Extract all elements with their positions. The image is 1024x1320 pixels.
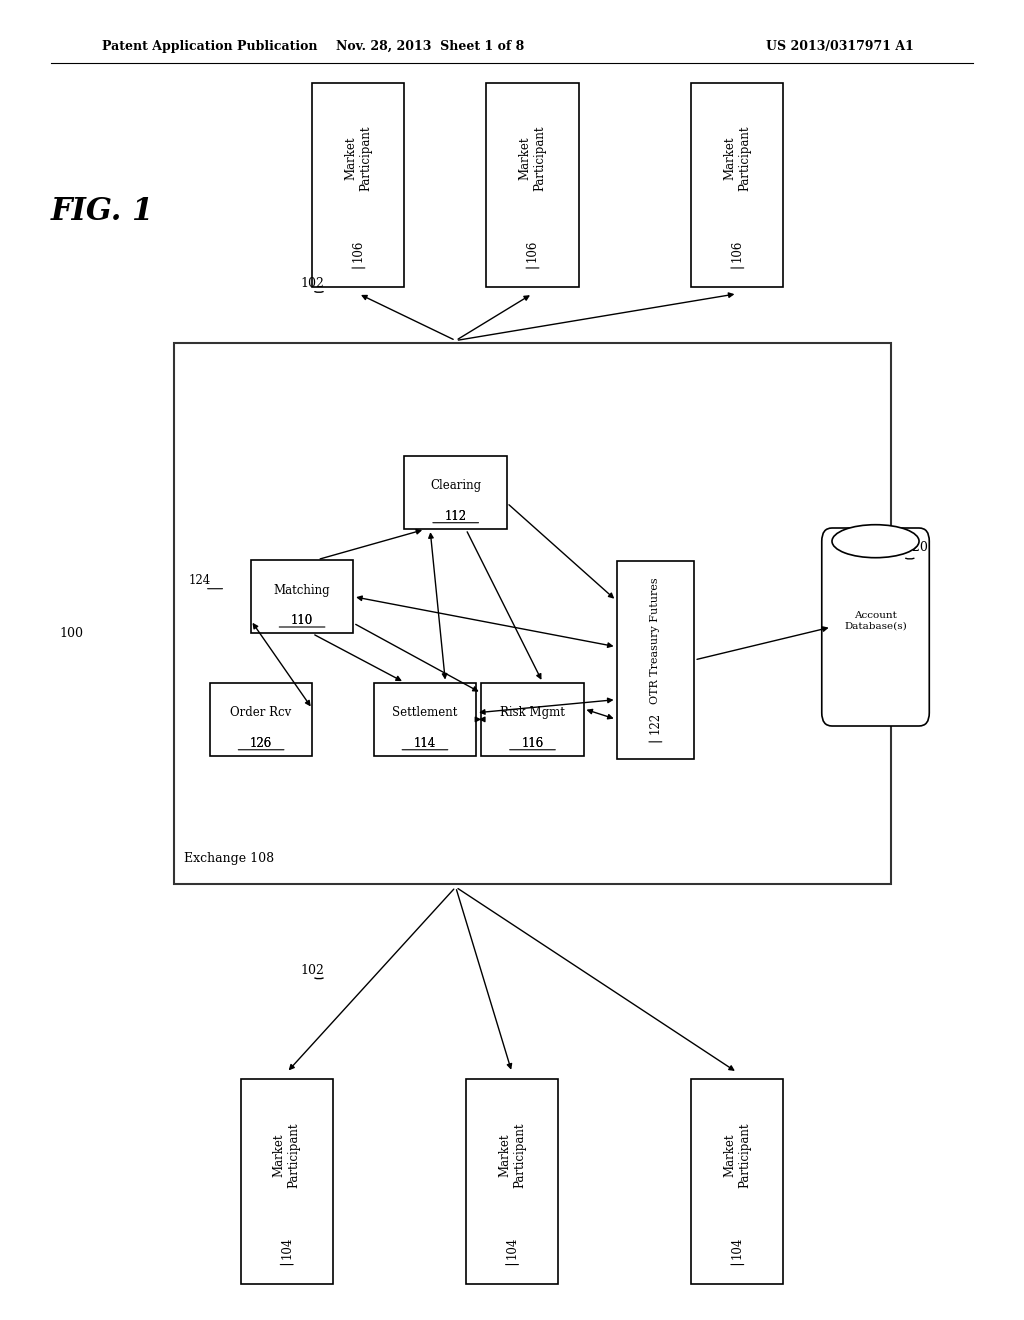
FancyBboxPatch shape <box>374 684 476 755</box>
Text: 110: 110 <box>291 614 313 627</box>
FancyBboxPatch shape <box>691 82 783 288</box>
Text: OTR Treasury Futures: OTR Treasury Futures <box>650 577 660 704</box>
Text: 104: 104 <box>731 1237 743 1258</box>
Text: 110: 110 <box>291 614 313 627</box>
FancyBboxPatch shape <box>481 684 584 755</box>
Text: Market
Participant: Market Participant <box>723 125 752 191</box>
Text: Market
Participant: Market Participant <box>344 125 373 191</box>
FancyBboxPatch shape <box>486 82 579 288</box>
Text: 104: 104 <box>281 1237 293 1258</box>
Text: 100: 100 <box>59 627 84 640</box>
FancyBboxPatch shape <box>691 1080 783 1283</box>
FancyBboxPatch shape <box>210 684 312 755</box>
FancyBboxPatch shape <box>821 528 930 726</box>
Text: 106: 106 <box>526 240 539 261</box>
Ellipse shape <box>831 524 920 557</box>
FancyBboxPatch shape <box>312 82 404 288</box>
Text: 114: 114 <box>414 737 436 750</box>
Text: 126: 126 <box>250 737 272 750</box>
Text: Settlement: Settlement <box>392 706 458 719</box>
Text: 104: 104 <box>506 1237 518 1258</box>
Text: FIG. 1: FIG. 1 <box>51 195 154 227</box>
Text: 126: 126 <box>250 737 272 750</box>
Text: Market
Participant: Market Participant <box>723 1122 752 1188</box>
Text: Market
Participant: Market Participant <box>498 1122 526 1188</box>
FancyBboxPatch shape <box>241 1080 333 1283</box>
Text: 106: 106 <box>731 240 743 261</box>
Text: Market
Participant: Market Participant <box>518 125 547 191</box>
Text: 102: 102 <box>300 277 325 290</box>
Text: 116: 116 <box>521 737 544 750</box>
FancyBboxPatch shape <box>174 343 891 884</box>
Text: 120: 120 <box>904 541 929 554</box>
Text: Market
Participant: Market Participant <box>272 1122 301 1188</box>
Text: US 2013/0317971 A1: US 2013/0317971 A1 <box>766 40 913 53</box>
FancyBboxPatch shape <box>251 560 353 632</box>
Text: Matching: Matching <box>273 583 331 597</box>
Text: 102: 102 <box>300 964 325 977</box>
Text: Account
Database(s): Account Database(s) <box>844 611 907 630</box>
Text: 116: 116 <box>521 737 544 750</box>
FancyBboxPatch shape <box>404 455 507 528</box>
Text: Patent Application Publication: Patent Application Publication <box>102 40 317 53</box>
Text: Nov. 28, 2013  Sheet 1 of 8: Nov. 28, 2013 Sheet 1 of 8 <box>336 40 524 53</box>
Text: 114: 114 <box>414 737 436 750</box>
Text: 122: 122 <box>649 713 662 734</box>
Text: Exchange 108: Exchange 108 <box>184 851 274 865</box>
FancyBboxPatch shape <box>616 561 694 759</box>
Text: Order Rcv: Order Rcv <box>230 706 292 719</box>
Text: 112: 112 <box>444 510 467 523</box>
Text: Clearing: Clearing <box>430 479 481 492</box>
Text: Risk Mgmt: Risk Mgmt <box>500 706 565 719</box>
Text: 106: 106 <box>352 240 365 261</box>
Text: 112: 112 <box>444 510 467 523</box>
Text: 124: 124 <box>188 574 211 587</box>
FancyBboxPatch shape <box>466 1080 558 1283</box>
